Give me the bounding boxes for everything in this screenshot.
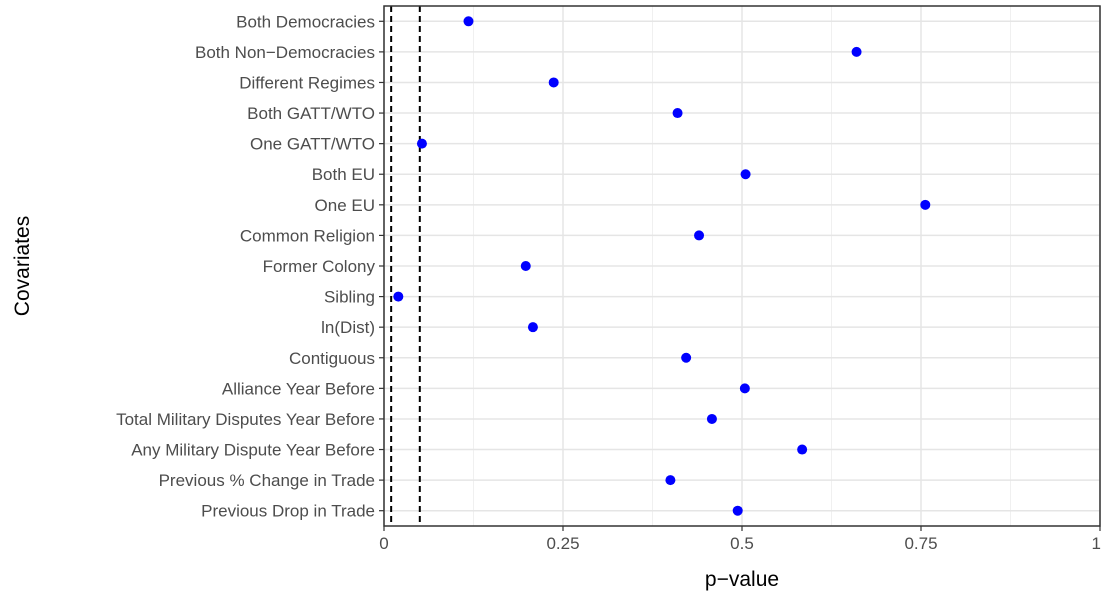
x-axis-ticks: 0 0.25 0.5 0.75 1 <box>379 526 1101 553</box>
data-point <box>739 383 750 394</box>
data-point <box>672 108 683 119</box>
y-tick-label: Total Military Disputes Year Before <box>116 410 375 429</box>
y-tick-label: One GATT/WTO <box>250 135 375 154</box>
data-point <box>732 505 743 516</box>
x-tick-label: 0 <box>379 534 388 553</box>
x-axis-title: p−value <box>705 568 779 591</box>
y-axis-ticks: Both Democracies Both Non−Democracies Diff… <box>116 12 384 521</box>
y-axis-title: Covariates <box>11 216 34 316</box>
data-point <box>851 46 862 57</box>
y-tick-label: Former Colony <box>263 257 376 276</box>
data-point <box>393 291 404 302</box>
data-point <box>694 230 705 241</box>
data-point <box>706 413 717 424</box>
y-tick-label: Both EU <box>312 165 375 184</box>
data-point <box>463 16 474 27</box>
x-tick-label: 0.75 <box>904 534 937 553</box>
y-tick-label: Previous Drop in Trade <box>201 502 375 521</box>
data-point <box>527 322 538 333</box>
data-point <box>416 138 427 149</box>
y-tick-label: Both Non−Democracies <box>195 43 375 62</box>
y-tick-label: Alliance Year Before <box>222 379 375 398</box>
y-tick-label: Both Democracies <box>236 12 375 31</box>
y-tick-label: ln(Dist) <box>321 318 375 337</box>
y-tick-label: Different Regimes <box>239 73 375 92</box>
data-point <box>681 352 692 363</box>
data-point <box>520 261 531 271</box>
y-tick-label: Both GATT/WTO <box>247 104 375 123</box>
y-tick-label: Previous % Change in Trade <box>159 471 375 490</box>
x-tick-label: 1 <box>1092 534 1101 553</box>
y-tick-label: Common Religion <box>240 226 375 245</box>
x-tick-label: 0.25 <box>546 534 579 553</box>
reference-lines <box>390 6 421 526</box>
data-points <box>393 16 931 516</box>
data-point <box>740 169 751 180</box>
data-point <box>797 444 808 455</box>
data-point <box>548 77 559 88</box>
data-point <box>665 475 676 486</box>
y-tick-label: Sibling <box>324 288 375 307</box>
data-point <box>920 199 931 210</box>
x-tick-label: 0.5 <box>730 534 754 553</box>
y-tick-label: Any Military Dispute Year Before <box>131 441 375 460</box>
grid-lines <box>383 6 1101 526</box>
y-tick-label: One EU <box>315 196 375 215</box>
y-tick-label: Contiguous <box>289 349 375 368</box>
